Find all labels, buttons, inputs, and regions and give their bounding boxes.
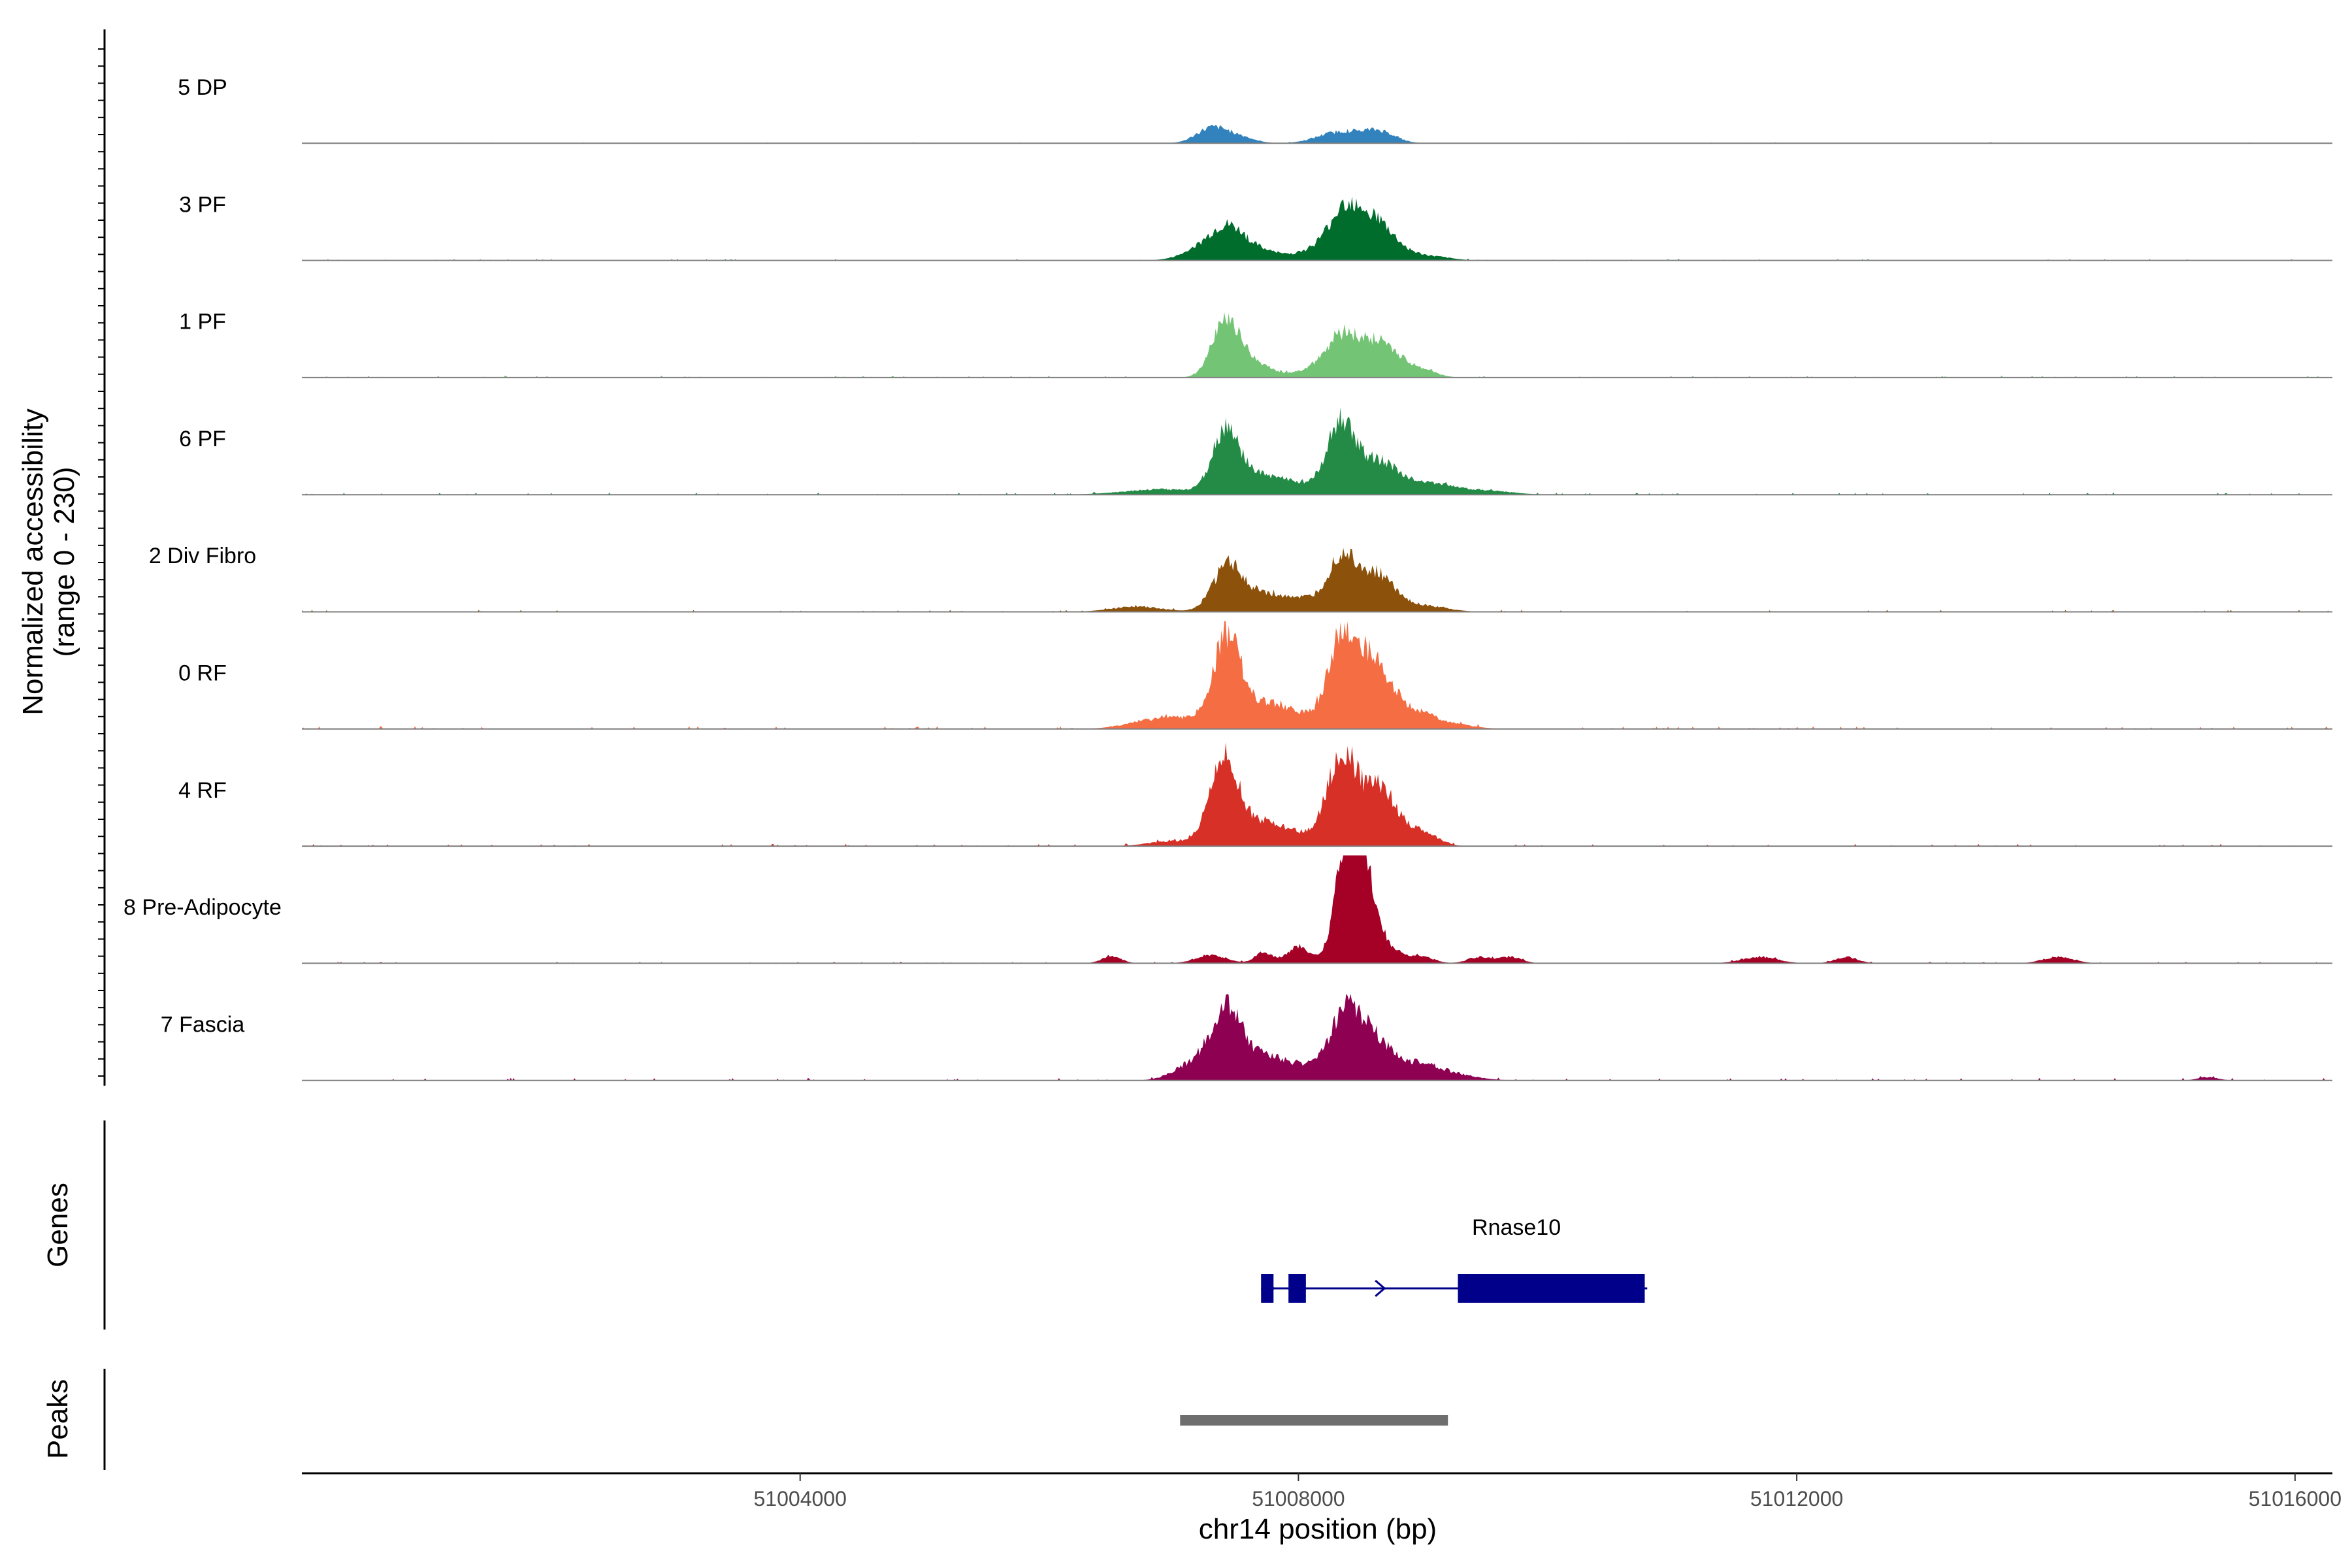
track-8-pre-adipocyte: 8 Pre-Adipocyte	[123, 855, 2332, 964]
gene-rnase10: Rnase10	[1261, 1215, 1648, 1303]
x-axis: 51004000 51008000 51012000 51016000	[302, 1472, 2342, 1511]
gene-exon	[1458, 1274, 1645, 1303]
strand-arrow	[1264, 1279, 1275, 1298]
peaks-panel-label: Peaks	[42, 1379, 74, 1459]
coverage-tracks: 5 DP 3 PF 1 PF 6 PF 2 Div Fibro 0 RF 4 RF 8 Pre…	[123, 75, 2332, 1081]
track-3-pf: 3 PF	[179, 192, 2332, 261]
track-label: 2 Div Fibro	[149, 544, 256, 568]
x-tick-label: 51016000	[2249, 1487, 2342, 1511]
track-6-pf: 6 PF	[179, 407, 2332, 496]
track-label: 1 PF	[179, 310, 226, 335]
track-5-dp: 5 DP	[178, 75, 2332, 144]
coverage-area	[302, 994, 2332, 1081]
track-label: 7 Fascia	[161, 1012, 245, 1037]
track-0-rf: 0 RF	[178, 621, 2332, 730]
coverage-area	[302, 196, 2332, 261]
gene-annotations: Rnase10	[1261, 1215, 1648, 1303]
coverage-area	[302, 407, 2332, 495]
track-1-pf: 1 PF	[179, 310, 2332, 378]
track-2-div-fibro: 2 Div Fibro	[149, 544, 2332, 613]
y-axis-title: Normalized accessibility (range 0 - 230)	[17, 408, 80, 715]
x-tick-label: 51012000	[1750, 1487, 1843, 1511]
peak-regions	[1180, 1415, 1448, 1426]
coverage-area	[302, 742, 2332, 847]
coverage-area	[302, 125, 2332, 144]
x-tick-label: 51008000	[1252, 1487, 1345, 1511]
track-label: 4 RF	[178, 778, 227, 803]
y-axis-title-line2: (range 0 - 230)	[48, 466, 80, 657]
genes-panel-label: Genes	[42, 1183, 74, 1267]
track-4-rf: 4 RF	[178, 742, 2332, 847]
track-label: 6 PF	[179, 427, 226, 451]
strand-arrow	[1375, 1279, 1386, 1298]
track-7-fascia: 7 Fascia	[161, 994, 2332, 1081]
gene-label: Rnase10	[1472, 1215, 1561, 1240]
track-label: 8 Pre-Adipocyte	[123, 895, 282, 920]
track-label: 0 RF	[178, 661, 227, 686]
y-axis-title-line1: Normalized accessibility	[17, 408, 49, 715]
peak-bar	[1180, 1415, 1448, 1426]
coverage-area	[302, 855, 2332, 964]
coverage-area	[302, 312, 2332, 378]
y-axis	[98, 29, 106, 1086]
coverage-area	[302, 547, 2332, 612]
coverage-area	[302, 621, 2332, 729]
gene-exon	[1261, 1274, 1274, 1303]
track-label: 3 PF	[179, 192, 226, 217]
track-label: 5 DP	[178, 75, 227, 100]
x-axis-title: chr14 position (bp)	[1199, 1513, 1437, 1545]
gene-exon	[1288, 1274, 1306, 1303]
x-tick-label: 51004000	[754, 1487, 847, 1511]
